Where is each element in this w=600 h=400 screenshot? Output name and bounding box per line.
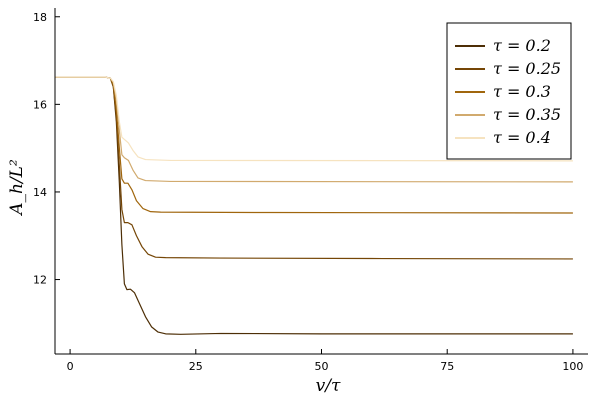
x-tick-label: 100 [562,360,583,373]
series-lines [55,76,573,335]
x-axis-label: v/τ [316,376,341,396]
x-tick-label: 75 [440,360,454,373]
series-line-5 [55,76,573,162]
legend-entry: τ = 0.35 [493,105,561,124]
x-tick-label: 50 [315,360,329,373]
legend: τ = 0.2 τ = 0.25 τ = 0.3 τ = 0.35 τ = 0.4 [446,22,572,160]
legend-entry: τ = 0.4 [493,128,551,147]
tick-labels: 0 25 50 75 100 12 14 16 18 [33,11,583,373]
y-axis-label: A_h/L² [7,159,27,217]
legend-entry: τ = 0.25 [493,59,561,78]
legend-entry: τ = 0.2 [493,36,551,55]
y-tick-label: 16 [33,98,47,111]
y-tick-label: 12 [33,274,47,287]
x-tick-label: 25 [189,360,203,373]
legend-entry: τ = 0.3 [493,82,551,101]
y-tick-label: 18 [33,11,47,24]
series-line-3 [55,76,573,214]
x-tick-label: 0 [67,360,74,373]
y-tick-label: 14 [33,186,47,199]
axes [54,8,588,355]
